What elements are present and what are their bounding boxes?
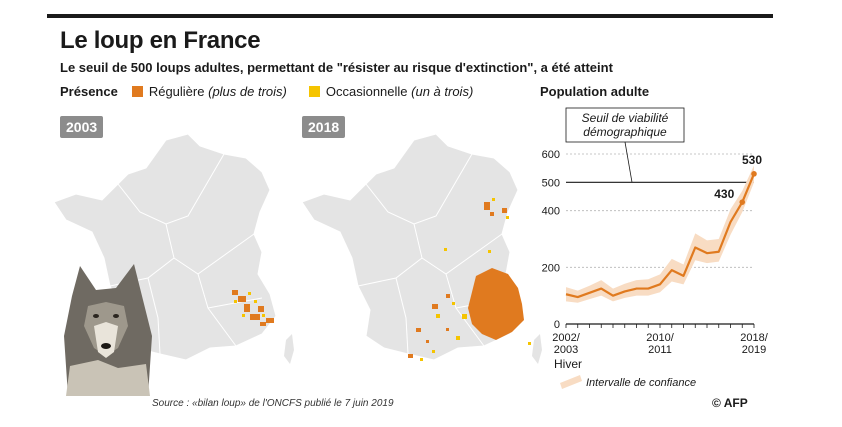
annotated-point — [751, 171, 757, 177]
legend-heading: Présence — [60, 84, 118, 99]
x-tick-label: 2018/ — [740, 332, 768, 344]
presence-legend: Présence Régulière (plus de trois) Occas… — [60, 84, 495, 99]
france-outline — [301, 133, 525, 361]
legend-occasional-label: Occasionnelle — [325, 84, 408, 99]
x-tick-label: 2019 — [742, 344, 766, 356]
population-chart: 0 200 400 500 600 2002/2003 2010/2011 2018/2019… — [542, 107, 769, 389]
page-title: Le loup en France — [60, 27, 261, 54]
y-tick-label: 600 — [542, 149, 560, 161]
legend-regular-label: Régulière — [148, 84, 205, 99]
corsica-island — [284, 334, 294, 364]
map-year-badge-2018: 2018 — [302, 116, 346, 138]
regular-swatch — [131, 86, 143, 97]
presence-2018 — [408, 198, 531, 361]
confidence-legend-swatch — [560, 375, 582, 389]
france-outline — [53, 133, 277, 361]
legend-item-regular: Régulière (plus de trois) — [131, 84, 287, 99]
france-map-2003 — [53, 133, 294, 364]
threshold-label: Seuil de viabilité — [582, 111, 669, 125]
afp-credit: © AFP — [712, 396, 748, 410]
x-tick-label: 2003 — [554, 344, 578, 356]
chart-ticks: 0 200 400 500 600 2002/2003 2010/2011 2018/2019… — [542, 149, 769, 371]
data-label: 530 — [742, 153, 762, 167]
annotated-point — [739, 199, 746, 205]
corsica-island — [532, 334, 542, 364]
threshold-pointer — [624, 141, 633, 183]
france-map-2018 — [301, 133, 542, 364]
y-tick-label: 0 — [554, 319, 560, 331]
threshold-label: démographique — [583, 125, 667, 139]
x-axis-label: Hiver — [554, 357, 582, 371]
x-tick-label: 2011 — [648, 344, 672, 356]
population-series — [565, 173, 756, 299]
y-tick-label: 200 — [542, 262, 560, 274]
confidence-legend-label: Intervalle de confiance — [586, 377, 696, 389]
map-year-badge-2003: 2003 — [60, 116, 104, 138]
occasional-swatch — [308, 86, 320, 97]
chart-title: Population adulte — [540, 84, 650, 99]
data-label: 430 — [714, 187, 734, 201]
confidence-band — [566, 165, 754, 303]
legend-occasional-note: (un à trois) — [411, 84, 474, 99]
presence-2003 — [232, 290, 274, 326]
y-tick-label: 500 — [542, 177, 560, 189]
y-tick-label: 400 — [542, 206, 560, 218]
legend-regular-note: (plus de trois) — [208, 84, 287, 99]
page-subtitle: Le seuil de 500 loups adultes, permettan… — [60, 60, 613, 75]
source-note: Source : «bilan loup» de l'ONCFS publié … — [152, 398, 394, 409]
x-tick-label: 2010/ — [646, 332, 674, 344]
top-rule — [47, 14, 773, 18]
x-tick-label: 2002/ — [552, 332, 580, 344]
legend-item-occasional: Occasionnelle (un à trois) — [308, 84, 474, 99]
wolf-illustration — [64, 264, 152, 396]
confidence-band-area — [566, 165, 754, 303]
population-line — [565, 173, 756, 299]
threshold-label-box — [565, 107, 685, 143]
